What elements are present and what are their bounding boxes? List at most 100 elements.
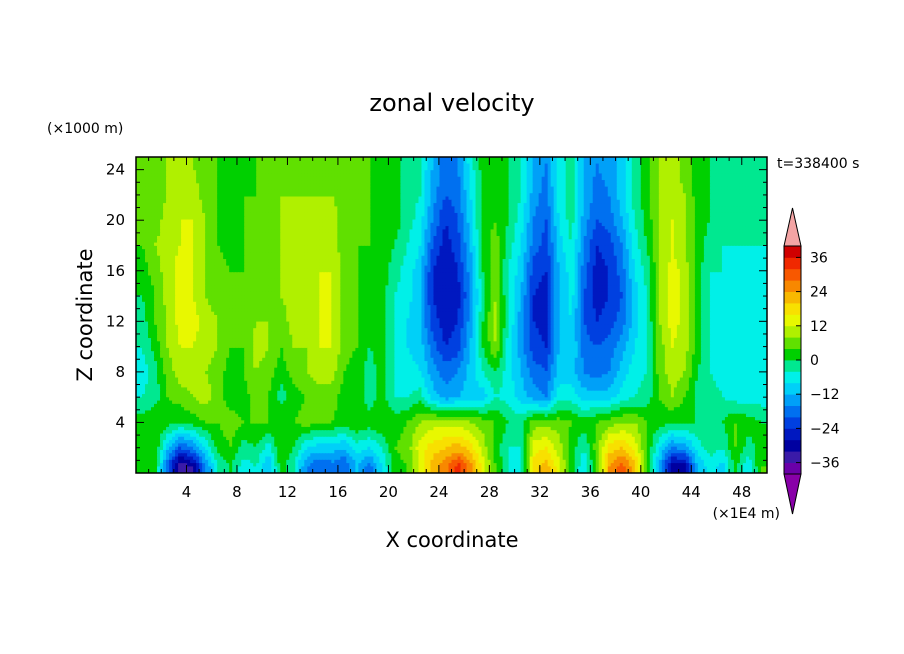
contour-cell [274,183,278,188]
contour-cell [280,170,284,175]
contour-cell [520,176,525,181]
contour-cell [655,173,660,178]
contour-cell [385,173,389,178]
contour-cell [532,166,537,171]
contour-cell [157,170,161,175]
contour-cell [472,170,477,175]
contour-cell [619,180,624,184]
contour-cell [583,173,588,178]
contour-cell [499,157,504,161]
contour-cell [205,176,209,181]
contour-cell [712,157,717,161]
contour-cell [250,160,254,165]
contour-cell [406,186,411,191]
contour-cell [445,186,450,191]
contour-cell [751,163,756,168]
contour-cell [439,170,444,175]
contour-cell [148,157,152,161]
contour-cell [235,173,239,178]
contour-cell [319,160,323,165]
contour-cell [262,183,266,188]
contour-cell [505,176,510,181]
contour-cell [616,160,621,165]
contour-cell [349,176,353,181]
contour-cell [733,180,738,184]
contour-cell [547,163,552,168]
contour-cell [718,157,723,161]
contour-cell [673,176,678,181]
contour-cell [553,173,558,178]
contour-cell [139,163,143,168]
contour-cell [163,180,167,184]
contour-cell [721,183,726,188]
contour-cell [250,180,254,184]
contour-cell [454,163,459,168]
contour-cell [421,157,426,161]
contour-cell [403,186,408,191]
contour-cell [433,186,438,191]
contour-cell [220,173,224,178]
contour-cell [229,157,233,161]
contour-cell [559,160,564,165]
contour-cell [379,157,383,161]
contour-cell [184,163,188,168]
contour-cell [310,173,314,178]
contour-cell [241,166,245,171]
contour-cell [154,170,158,175]
contour-cell [550,173,555,178]
contour-cell [463,163,468,168]
contour-cell [181,176,185,181]
contour-cell [136,186,140,191]
contour-cell [361,170,365,175]
contour-cell [532,173,537,178]
contour-cell [505,170,510,175]
contour-cell [514,186,519,191]
contour-cell [436,166,441,171]
contour-cell [517,157,522,161]
contour-cell [220,183,224,188]
contour-cell [748,170,753,175]
contour-cell [397,180,402,184]
contour-cell [310,157,314,161]
contour-cell [562,166,567,171]
contour-cell [628,180,633,184]
contour-cell [559,170,564,175]
contour-cell [220,160,224,165]
contour-cell [583,166,588,171]
contour-cell [361,160,365,165]
contour-cell [460,160,465,165]
contour-cell [571,157,576,161]
contour-cell [241,163,245,168]
contour-cell [448,157,453,161]
contour-cell [571,166,576,171]
contour-cell [235,170,239,175]
contour-cell [403,176,408,181]
contour-cell [379,180,383,184]
contour-cell [304,186,308,191]
contour-cell [472,163,477,168]
contour-cell [448,160,453,165]
contour-cell [625,173,630,178]
contour-cell [352,176,356,181]
contour-cell [544,180,549,184]
contour-cell [241,157,245,161]
contour-cell [403,183,408,188]
contour-cell [259,163,263,168]
contour-cell [448,163,453,168]
contour-cell [139,183,143,188]
contour-cell [583,160,588,165]
contour-cell [649,166,654,171]
contour-cell [523,160,528,165]
contour-cell [205,186,209,191]
contour-cell [298,180,302,184]
contour-cell [670,176,675,181]
contour-cell [487,176,492,181]
contour-cell [703,160,708,165]
contour-cell [634,176,639,181]
contour-cell [577,157,582,161]
contour-cell [661,166,666,171]
contour-cell [295,166,299,171]
contour-cell [382,180,386,184]
contour-cell [181,173,185,178]
contour-cell [280,157,284,161]
